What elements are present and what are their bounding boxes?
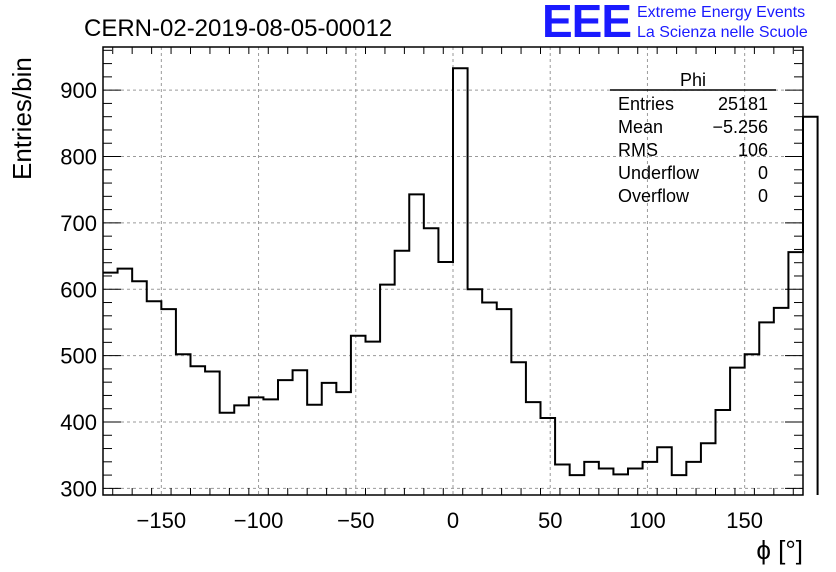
histogram-bin xyxy=(716,410,731,495)
histogram-bin xyxy=(745,354,760,495)
stats-title: Phi xyxy=(680,70,706,90)
histogram-bin xyxy=(584,462,599,495)
histogram-bin xyxy=(686,462,701,495)
histogram-bin xyxy=(307,405,322,495)
chart-title: CERN-02-2019-08-05-00012 xyxy=(84,15,392,42)
histogram-bin xyxy=(409,194,424,495)
stats-row-label: Overflow xyxy=(618,186,690,206)
stats-row-value: 0 xyxy=(758,163,768,183)
histogram-bin xyxy=(759,322,774,495)
stats-row-label: RMS xyxy=(618,140,658,160)
stats-row-label: Mean xyxy=(618,117,663,137)
histogram-bin xyxy=(263,399,278,495)
histogram-bin xyxy=(774,308,789,495)
y-axis-label: Entries/bin xyxy=(7,57,37,180)
histogram-bin xyxy=(541,418,556,495)
histogram-bin xyxy=(657,447,672,495)
histogram-bin xyxy=(643,462,658,495)
histogram-bin xyxy=(220,413,235,495)
x-tick-label: 150 xyxy=(726,508,763,533)
x-tick-label: −150 xyxy=(137,508,187,533)
histogram-bin xyxy=(453,68,468,495)
y-tick-label: 800 xyxy=(60,145,97,170)
y-tick-label: 400 xyxy=(60,410,97,435)
histogram-bin xyxy=(205,372,220,495)
histogram-bin xyxy=(701,443,716,495)
histogram-bin xyxy=(438,262,453,495)
histogram-bin xyxy=(351,336,366,495)
y-tick-label: 600 xyxy=(60,277,97,302)
histogram-line xyxy=(103,67,819,495)
y-tick-label: 700 xyxy=(60,211,97,236)
x-tick-label: −50 xyxy=(337,508,374,533)
stats-row-value: −5.256 xyxy=(712,117,768,137)
histogram-bin xyxy=(132,281,147,495)
histogram-bin xyxy=(803,117,818,495)
y-tick-label: 900 xyxy=(60,78,97,103)
histogram-bin xyxy=(147,301,162,495)
histogram-bin xyxy=(118,269,133,495)
histogram-bin xyxy=(482,303,497,495)
histogram-bin xyxy=(395,251,410,495)
eee-logo: EEE Extreme Energy Events La Scienza nel… xyxy=(542,0,832,47)
histogram-bin xyxy=(468,289,483,495)
plot-frame xyxy=(102,46,804,496)
stats-row-label: Underflow xyxy=(618,163,700,183)
logo-mark: EEE xyxy=(542,0,632,47)
histogram-bin xyxy=(672,475,687,495)
x-tick-label: 50 xyxy=(538,508,562,533)
histogram-bin xyxy=(613,474,628,495)
histogram-outline xyxy=(103,67,819,495)
stats-row-value: 25181 xyxy=(718,94,768,114)
histogram-bin xyxy=(730,368,745,495)
logo-line-2: La Scienza nelle Scuole xyxy=(637,24,808,41)
y-tick-label: 500 xyxy=(60,344,97,369)
histogram-bin xyxy=(424,228,439,495)
histogram-bin xyxy=(555,464,570,495)
x-tick-label: 0 xyxy=(447,508,459,533)
histogram-bin xyxy=(322,383,337,495)
logo-line-1: Extreme Energy Events xyxy=(637,4,806,21)
histogram-bin xyxy=(497,309,512,495)
x-tick-label: 100 xyxy=(629,508,666,533)
x-tick-label: −100 xyxy=(234,508,284,533)
histogram-bin xyxy=(293,370,308,495)
histogram-bin xyxy=(380,285,395,495)
histogram-bin xyxy=(366,342,381,495)
stats-row-value: 106 xyxy=(738,140,768,160)
histogram-bin xyxy=(628,468,643,495)
histogram-bin xyxy=(570,475,585,495)
stats-row-label: Entries xyxy=(618,94,674,114)
stats-row-value: 0 xyxy=(758,186,768,206)
axes: −150 −100 −50 0 50 100 150 300 400 500 600 700 800 90… xyxy=(60,46,804,533)
y-tick-label: 300 xyxy=(60,476,97,501)
histogram-bin xyxy=(249,397,264,495)
histogram-bin xyxy=(161,309,176,495)
histogram-bin xyxy=(788,252,803,495)
histogram-bin xyxy=(191,366,206,495)
histogram-bin xyxy=(278,380,293,495)
histogram-bin xyxy=(336,392,351,495)
stats-box: Phi Entries 25181 Mean −5.256 RMS 106 Underflow… xyxy=(610,70,776,206)
x-axis-label: ϕ [°] xyxy=(756,535,803,565)
histogram-bin xyxy=(176,354,191,495)
histogram-bin xyxy=(599,468,614,495)
histogram-bin xyxy=(526,402,541,495)
histogram-bin xyxy=(511,362,526,495)
histogram-bin xyxy=(234,405,249,495)
